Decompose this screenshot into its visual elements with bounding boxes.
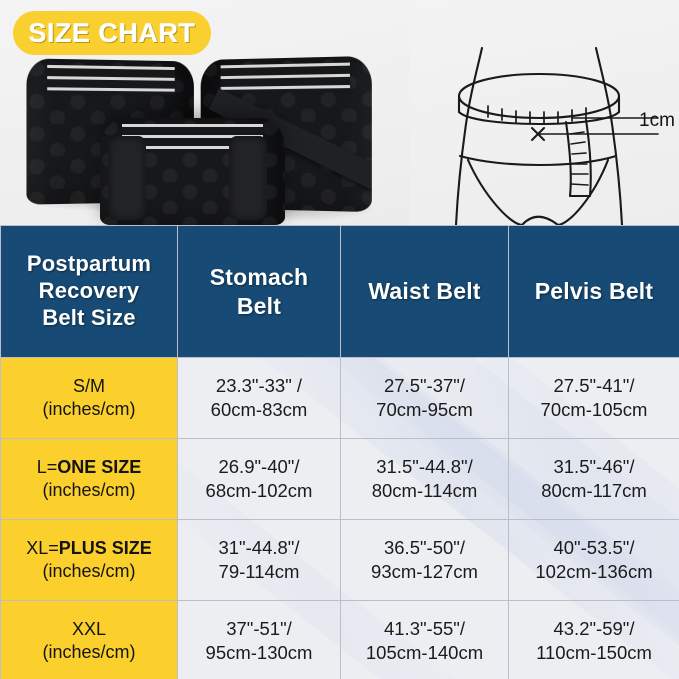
size-name: XXL (71, 618, 107, 639)
belt-strip-texture (47, 64, 175, 95)
pelvis-belt-cell: 40"-53.5"/ 102cm-136cm (508, 519, 679, 601)
table-row: XL=PLUS SIZE (inches/cm) 31"-44.8"/ 79-1… (0, 519, 679, 601)
header-cell-size: Postpartum Recovery Belt Size (0, 225, 178, 358)
measurement-label: 1cm (639, 110, 675, 131)
measure-cm: 60cm-83cm (210, 399, 308, 420)
size-table-container: Postpartum Recovery Belt Size Stomach Be… (0, 225, 679, 679)
size-name: S/M (72, 375, 105, 396)
table-body: S/M (inches/cm) 23.3"-33" / 60cm-83cm 27… (0, 357, 679, 679)
pelvis-belt-cell: 31.5"-46"/ 80cm-117cm (508, 438, 679, 520)
measure-cm: 95cm-130cm (205, 642, 313, 663)
size-units: (inches/cm) (42, 399, 136, 419)
measurement-diagram-panel: 1cm POSTPARTUM (410, 0, 679, 225)
product-belt-front (100, 118, 285, 225)
measure-cm: 105cm-140cm (365, 642, 484, 663)
size-cell: XXL (inches/cm) (0, 600, 178, 679)
size-chart-table: Postpartum Recovery Belt Size Stomach Be… (0, 225, 679, 679)
measure-inches: 31.5"-44.8"/ (376, 455, 473, 477)
size-cell: S/M (inches/cm) (0, 357, 178, 439)
stomach-belt-cell: 31"-44.8"/ 79-114cm (177, 519, 341, 601)
waist-belt-cell: 31.5"-44.8"/ 80cm-114cm (340, 438, 509, 520)
measure-inches: 37"-51"/ (226, 617, 292, 639)
measure-cm: 79-114cm (218, 561, 300, 582)
stomach-belt-cell: 23.3"-33" / 60cm-83cm (177, 357, 341, 439)
size-name: L=ONE SIZE (36, 456, 142, 477)
measure-inches: 27.5"-37"/ (383, 374, 466, 396)
measure-inches: 27.5"-41"/ (553, 374, 635, 396)
size-name: XL=PLUS SIZE (26, 537, 152, 558)
belt-side-pad (108, 136, 146, 220)
hero-banner: SIZE CHART (0, 0, 679, 225)
measure-inches: 43.2"-59"/ (553, 617, 635, 639)
header-cell-stomach-belt: Stomach Belt (177, 225, 341, 358)
measure-cm: 110cm-150cm (536, 642, 652, 663)
measure-inches: 36.5"-50"/ (383, 536, 466, 558)
header-cell-pelvis-belt: Pelvis Belt (508, 225, 679, 358)
size-units: (inches/cm) (42, 561, 136, 581)
header-stomach-line2: Belt (236, 292, 282, 319)
measure-inches: 26.9"-40"/ (218, 455, 300, 477)
belt-strip-texture (220, 62, 351, 93)
product-photo-panel: SIZE CHART (0, 0, 410, 225)
torso-measurement-diagram (454, 46, 659, 225)
pelvis-belt-cell: 27.5"-41"/ 70cm-105cm (508, 357, 679, 439)
measure-inches: 31"-44.8"/ (218, 536, 300, 558)
header-size-line1: Postpartum (26, 251, 152, 277)
measure-cm: 80cm-114cm (371, 480, 478, 501)
pelvis-belt-cell: 43.2"-59"/ 110cm-150cm (508, 600, 679, 679)
measure-cm: 68cm-102cm (205, 480, 313, 501)
size-cell: XL=PLUS SIZE (inches/cm) (0, 519, 178, 601)
stomach-belt-cell: 37"-51"/ 95cm-130cm (177, 600, 341, 679)
size-cell: L=ONE SIZE (inches/cm) (0, 438, 178, 520)
header-stomach-line1: Stomach (209, 264, 309, 291)
measure-cm: 70cm-95cm (376, 399, 473, 420)
table-row: XXL (inches/cm) 37"-51"/ 95cm-130cm 41.3… (0, 600, 679, 679)
waist-belt-cell: 27.5"-37"/ 70cm-95cm (340, 357, 509, 439)
measure-cm: 70cm-105cm (540, 399, 648, 420)
measure-inches: 41.3"-55"/ (383, 617, 466, 639)
size-units: (inches/cm) (42, 642, 136, 662)
header-size-line3: Belt Size (42, 304, 136, 330)
header-row: Postpartum Recovery Belt Size Stomach Be… (0, 225, 679, 358)
belt-side-pad (229, 136, 267, 220)
waist-belt-cell: 41.3"-55"/ 105cm-140cm (340, 600, 509, 679)
table-row: L=ONE SIZE (inches/cm) 26.9"-40"/ 68cm-1… (0, 438, 679, 520)
size-units: (inches/cm) (42, 480, 136, 500)
measure-cm: 93cm-127cm (371, 561, 478, 582)
measure-cm: 102cm-136cm (535, 561, 653, 582)
header-cell-waist-belt: Waist Belt (340, 225, 509, 358)
measure-inches: 23.3"-33" / (215, 374, 303, 396)
waist-belt-cell: 36.5"-50"/ 93cm-127cm (340, 519, 509, 601)
measure-inches: 40"-53.5"/ (553, 536, 635, 558)
header-size-line2: Recovery (38, 278, 140, 304)
measure-inches: 31.5"-46"/ (553, 455, 635, 477)
stomach-belt-cell: 26.9"-40"/ 68cm-102cm (177, 438, 341, 520)
table-header: Postpartum Recovery Belt Size Stomach Be… (0, 225, 679, 358)
measure-cm: 80cm-117cm (541, 480, 647, 501)
size-chart-badge: SIZE CHART (13, 11, 211, 55)
table-row: S/M (inches/cm) 23.3"-33" / 60cm-83cm 27… (0, 357, 679, 439)
